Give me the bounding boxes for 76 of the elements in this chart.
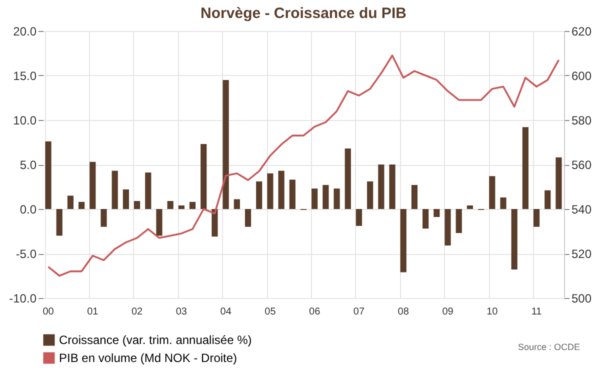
- bar: [234, 199, 240, 209]
- x-tick-label: 03: [176, 306, 188, 318]
- bar: [334, 188, 340, 209]
- x-tick-label: 02: [131, 306, 144, 318]
- x-tick-label: 00: [42, 306, 54, 318]
- y2-tick-label: 520: [572, 247, 592, 261]
- bar: [511, 209, 518, 270]
- bar: [444, 209, 451, 246]
- bar: [289, 180, 296, 209]
- x-tick-label: 01: [87, 306, 99, 318]
- bar: [112, 170, 118, 209]
- bar: [312, 188, 318, 209]
- bar: [489, 176, 496, 209]
- bar: [267, 173, 274, 209]
- y-tick-label: 10.0: [13, 114, 37, 128]
- bar: [56, 209, 62, 236]
- bar: [178, 205, 184, 209]
- bar: [356, 209, 362, 226]
- bar: [222, 80, 229, 209]
- bar: [367, 181, 374, 209]
- x-tick-label: 10: [486, 306, 498, 318]
- bar: [322, 184, 329, 209]
- x-tick-label: 05: [264, 306, 276, 318]
- bar: [411, 184, 418, 209]
- bar: [544, 190, 551, 209]
- y-tick-label: 20.0: [13, 24, 37, 38]
- bar: [556, 157, 562, 209]
- y-tick-label: 0.0: [20, 202, 37, 216]
- bar: [90, 162, 96, 209]
- legend-label: Croissance (var. trim. annualisée %): [59, 333, 252, 347]
- bar: [434, 209, 440, 218]
- y2-tick-label: 600: [572, 69, 592, 83]
- chart-title: Norvège - Croissance du PIB: [200, 5, 407, 22]
- y2-tick-label: 560: [572, 158, 592, 172]
- bar: [422, 209, 429, 229]
- bar: [244, 209, 252, 227]
- bar: [45, 141, 52, 209]
- y-tick-label: -5.0: [16, 247, 37, 261]
- x-tick-label: 09: [442, 306, 454, 318]
- legend-label: PIB en volume (Md NOK - Droite): [59, 351, 238, 365]
- bar: [500, 197, 506, 209]
- x-tick-label: 06: [309, 306, 321, 318]
- bar: [122, 189, 129, 209]
- y2-tick-label: 500: [572, 292, 592, 306]
- bar: [156, 209, 162, 236]
- bar: [212, 209, 218, 237]
- bar: [522, 127, 528, 209]
- y-tick-label: -10.0: [9, 292, 37, 306]
- bar: [167, 200, 174, 209]
- x-tick-label: 08: [398, 306, 410, 318]
- bar: [378, 164, 384, 209]
- bar: [344, 148, 351, 209]
- bar: [78, 202, 85, 209]
- x-tick-label: 11: [531, 306, 542, 318]
- bar: [466, 205, 474, 209]
- line-series: [47, 54, 560, 277]
- bar: [456, 209, 462, 234]
- bar: [67, 196, 74, 209]
- x-tick-label: 07: [353, 306, 365, 318]
- bar: [145, 172, 152, 209]
- bar: [189, 202, 196, 209]
- bar: [278, 170, 284, 209]
- bar: [100, 209, 107, 227]
- bar: [533, 209, 540, 227]
- y-tick-label: 15.0: [13, 69, 37, 83]
- x-tick-label: 04: [220, 306, 232, 318]
- y-tick-label: 5.0: [20, 158, 37, 172]
- y2-tick-label: 540: [572, 202, 592, 216]
- y2-tick-label: 580: [572, 114, 592, 128]
- bar: [134, 200, 140, 209]
- bar: [200, 144, 207, 209]
- bar: [256, 181, 262, 209]
- y2-tick-label: 620: [572, 24, 592, 38]
- bar: [389, 164, 396, 209]
- source-note: Source : OCDE: [518, 342, 580, 352]
- bar: [400, 209, 406, 272]
